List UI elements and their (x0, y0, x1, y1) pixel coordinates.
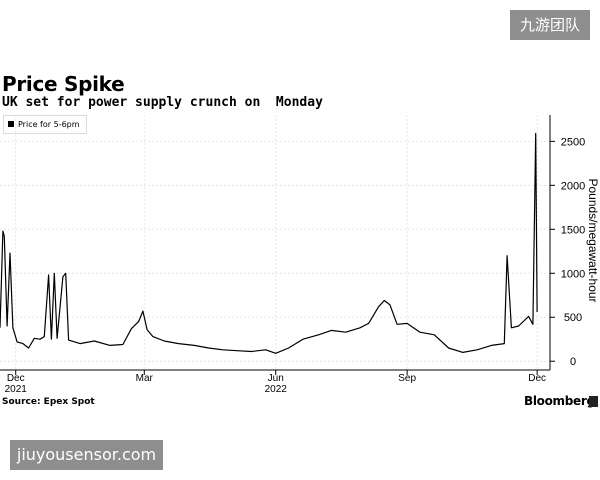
y-tick-label: 2000 (561, 180, 585, 192)
watermark-top: 九游团队 (510, 10, 590, 40)
bloomberg-terminal-icon (589, 396, 598, 407)
source-note: Source: Epex Spot (2, 397, 95, 407)
y-tick-label: 1000 (561, 268, 585, 280)
watermark-bottom: jiuyousensor.com (10, 440, 163, 470)
y-tick-label: 2500 (561, 136, 585, 148)
y-axis-title: Pounds/megawatt-hour (586, 178, 600, 302)
legend-swatch (8, 121, 14, 127)
x-tick-label: Sep (398, 373, 416, 384)
y-tick-label: 500 (564, 312, 582, 324)
y-tick-label: 1500 (561, 224, 585, 236)
series-line (0, 132, 538, 354)
x-tick-sublabel: 2021 (5, 384, 28, 395)
bloomberg-logo: Bloomberg (524, 394, 595, 408)
x-tick-label: Mar (136, 373, 154, 384)
chart-title: Price Spike (2, 72, 125, 96)
y-tick-label: 0 (570, 356, 576, 368)
x-tick-label: Dec (7, 373, 25, 384)
chart-subtitle: UK set for power supply crunch on Monday (2, 95, 323, 110)
chart-legend: Price for 5-6pm (3, 115, 87, 134)
x-tick-label: Dec (528, 373, 546, 384)
x-tick-label: Jun (268, 373, 284, 384)
x-tick-sublabel: 2022 (265, 384, 288, 395)
legend-label: Price for 5-6pm (18, 120, 80, 129)
